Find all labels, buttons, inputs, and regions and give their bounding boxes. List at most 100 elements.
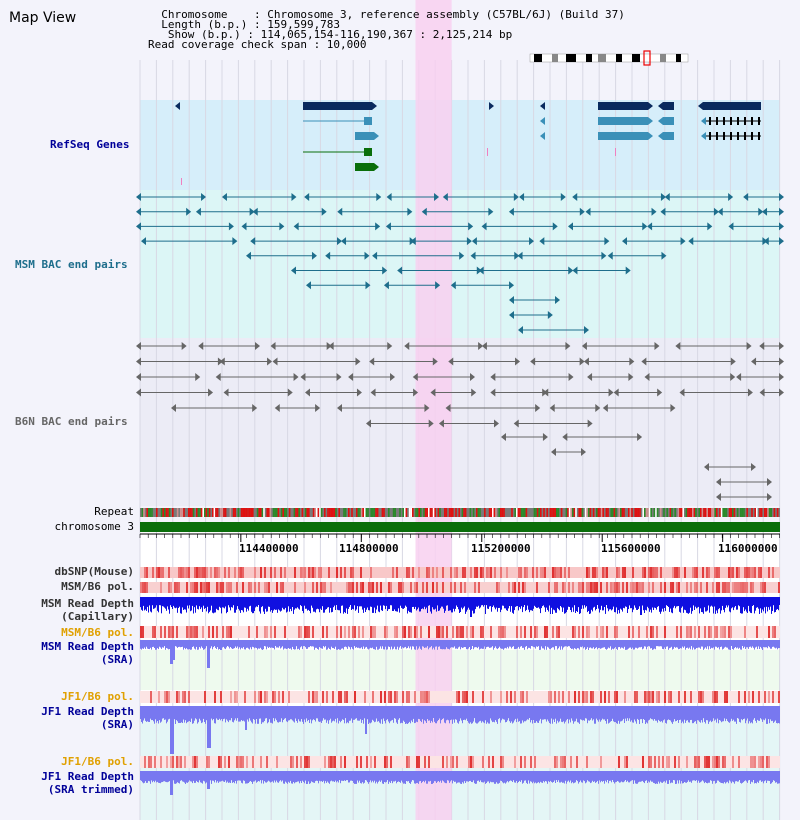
depth-bar bbox=[514, 597, 515, 611]
jf1-depth-sra[interactable] bbox=[140, 706, 780, 754]
refseq-genes[interactable] bbox=[175, 102, 761, 185]
depth-bar bbox=[547, 597, 548, 610]
depth-bar bbox=[540, 640, 541, 650]
depth-bar bbox=[436, 706, 437, 724]
pol-cell bbox=[608, 691, 610, 703]
bac-end-arrow bbox=[736, 373, 742, 381]
pol-cell bbox=[246, 756, 248, 768]
track-label-b6n-bac[interactable]: B6N BAC end pairs bbox=[15, 415, 128, 428]
depth-bar bbox=[751, 771, 752, 782]
jf1-b6-pol-strip-2[interactable] bbox=[140, 756, 780, 768]
depth-bar bbox=[191, 597, 192, 611]
repeat-element bbox=[600, 508, 603, 517]
depth-bar bbox=[616, 640, 617, 649]
b6n-bac-end-pairs-narrow[interactable] bbox=[501, 433, 772, 501]
depth-bar bbox=[722, 706, 723, 722]
depth-bar bbox=[489, 771, 490, 784]
depth-bar bbox=[368, 640, 369, 650]
depth-bar bbox=[623, 706, 624, 719]
track-label-msm-bac[interactable]: MSM BAC end pairs bbox=[15, 258, 128, 271]
depth-bar bbox=[648, 597, 649, 609]
msm-b6-pol-strip-2[interactable] bbox=[140, 626, 780, 638]
pol-cell bbox=[368, 582, 370, 593]
track-label-dbsnp[interactable]: dbSNP(Mouse) bbox=[54, 565, 134, 578]
msm-bac-end-pairs-narrow[interactable] bbox=[509, 296, 589, 334]
depth-bar bbox=[484, 706, 485, 724]
depth-bar bbox=[181, 706, 182, 723]
depth-bar bbox=[667, 706, 668, 721]
depth-bar bbox=[453, 706, 454, 720]
depth-bar bbox=[346, 706, 347, 724]
track-label-jf1-b6-pol-1[interactable]: JF1/B6 pol. bbox=[61, 690, 134, 703]
track-label-chromosome[interactable]: chromosome 3 bbox=[54, 520, 134, 533]
depth-bar bbox=[203, 771, 204, 781]
depth-bar bbox=[211, 771, 212, 784]
depth-bar bbox=[454, 597, 455, 612]
depth-bar bbox=[605, 706, 606, 721]
repeat-track[interactable] bbox=[140, 508, 780, 517]
depth-bar bbox=[208, 597, 209, 614]
jf1-b6-pol-strip-1[interactable] bbox=[140, 691, 780, 703]
depth-bar bbox=[460, 771, 461, 784]
pol-cell bbox=[668, 756, 670, 768]
depth-bar bbox=[702, 706, 703, 723]
pol-cell bbox=[180, 756, 182, 768]
depth-bar bbox=[175, 706, 176, 724]
track-label-jf1-b6-pol-2[interactable]: JF1/B6 pol. bbox=[61, 755, 134, 768]
msm-b6-pol-strip-1[interactable] bbox=[140, 582, 780, 593]
depth-bar bbox=[435, 706, 436, 724]
gene-exon bbox=[730, 132, 732, 140]
pol-cell bbox=[520, 567, 522, 578]
depth-bar bbox=[248, 640, 249, 649]
depth-bar bbox=[258, 640, 259, 649]
pol-cell bbox=[554, 582, 556, 593]
pol-cell bbox=[288, 691, 290, 703]
depth-bar bbox=[418, 706, 419, 719]
depth-bar bbox=[558, 597, 559, 610]
depth-bar bbox=[222, 597, 223, 608]
depth-bar bbox=[273, 706, 274, 719]
msm-depth-sra[interactable] bbox=[140, 640, 780, 668]
track-label-repeat[interactable]: Repeat bbox=[94, 505, 134, 518]
depth-bar bbox=[520, 640, 521, 647]
depth-bar bbox=[330, 640, 331, 650]
depth-bar bbox=[747, 771, 748, 783]
b6n-bac-end-pairs[interactable] bbox=[136, 342, 784, 428]
depth-bar bbox=[243, 597, 244, 613]
track-label-msm-depth-cap[interactable]: MSM Read Depth bbox=[41, 597, 134, 610]
pol-cell bbox=[422, 691, 424, 703]
depth-bar bbox=[396, 640, 397, 650]
repeat-element bbox=[324, 508, 326, 517]
depth-bar bbox=[283, 640, 284, 650]
dbsnp-strip[interactable] bbox=[140, 567, 780, 578]
depth-bar bbox=[574, 597, 575, 606]
track-label-msm-b6-pol-2[interactable]: MSM/B6 pol. bbox=[61, 626, 134, 639]
depth-bar bbox=[744, 771, 745, 782]
pol-cell bbox=[644, 567, 646, 578]
gene-body bbox=[663, 132, 674, 140]
depth-bar bbox=[621, 706, 622, 722]
depth-bar bbox=[551, 706, 552, 719]
chromosome-ideogram[interactable] bbox=[529, 50, 689, 66]
depth-bar bbox=[520, 771, 521, 782]
depth-bar bbox=[260, 706, 261, 719]
depth-bar bbox=[390, 597, 391, 606]
msm-depth-capillary[interactable] bbox=[140, 597, 780, 617]
track-label-refseq[interactable]: RefSeq Genes bbox=[50, 138, 130, 151]
track-label-jf1-depth-sra[interactable]: JF1 Read Depth bbox=[41, 705, 134, 718]
depth-bar bbox=[417, 706, 418, 723]
msm-bac-end-pairs[interactable] bbox=[136, 193, 784, 290]
bac-end-arrow bbox=[713, 207, 719, 216]
depth-bar bbox=[421, 597, 422, 609]
depth-bar bbox=[660, 706, 661, 722]
depth-bar bbox=[533, 771, 534, 782]
bac-end-arrow bbox=[171, 404, 176, 412]
track-label-msm-b6-pol-1[interactable]: MSM/B6 pol. bbox=[61, 580, 134, 593]
track-label-msm-depth-sra[interactable]: MSM Read Depth bbox=[41, 640, 134, 653]
depth-bar bbox=[179, 771, 180, 784]
jf1-depth-trim[interactable] bbox=[140, 771, 780, 795]
depth-bar bbox=[585, 640, 586, 650]
bac-end-arrow bbox=[201, 193, 207, 201]
track-label-jf1-depth-trim[interactable]: JF1 Read Depth bbox=[41, 770, 134, 783]
